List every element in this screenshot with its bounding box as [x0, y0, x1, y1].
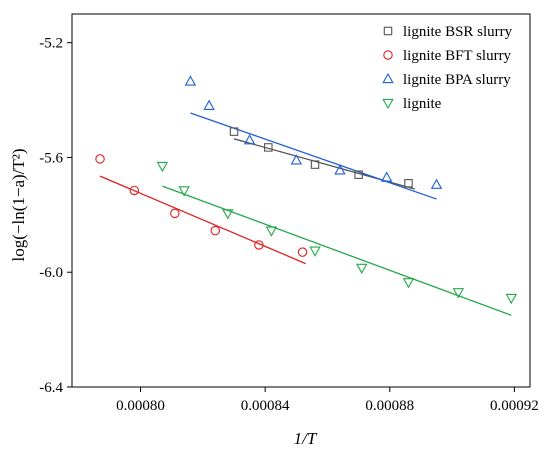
data-point [404, 179, 413, 188]
y-tick-label: -5.2 [39, 36, 63, 52]
data-point [356, 263, 368, 275]
data-point [310, 160, 320, 169]
fit-lines [99, 112, 512, 316]
legend-marker [383, 26, 393, 36]
legend-marker [382, 72, 394, 84]
data-point [203, 99, 215, 110]
x-tick-label: 0.00084 [241, 398, 290, 414]
data-point [95, 154, 105, 164]
data-point [505, 293, 518, 305]
x-tick-label: 0.00092 [490, 398, 539, 414]
legend-marker [383, 50, 393, 60]
x-tick-label: 0.00080 [116, 398, 165, 414]
data-point [184, 75, 197, 86]
data-point [402, 278, 415, 289]
legend: lignite BSR slurry lignite BFT slurry lign… [382, 24, 513, 112]
data-point [229, 127, 239, 136]
legend-entry: lignite BSR slurry [403, 24, 513, 40]
legend-marker [382, 98, 394, 110]
data-point [222, 209, 234, 220]
data-point [129, 185, 140, 196]
y-axis-label: log(−ln(1−a)/T²) [9, 148, 28, 261]
data-point [178, 186, 190, 197]
axis-ticks: 0.00080 0.00084 0.00088 0.00092 -5.2 -5.6 -6.0… [39, 36, 539, 414]
y-tick-label: -5.6 [39, 150, 63, 166]
data-point [265, 226, 278, 237]
data-point [156, 161, 169, 173]
y-tick-label: -6.4 [39, 380, 63, 396]
data-point [452, 288, 465, 299]
data-point [354, 170, 363, 179]
data-point [290, 154, 303, 165]
legend-entry: lignite [403, 96, 442, 112]
fit-line [99, 175, 306, 265]
plot-frame [71, 13, 531, 388]
y-tick-label: -6.0 [39, 265, 63, 281]
x-tick-label: 0.00088 [365, 398, 414, 414]
fit-line [190, 112, 437, 200]
data-point [243, 134, 256, 145]
legend-entry: lignite BFT slurry [403, 48, 512, 64]
data-points [95, 75, 518, 305]
data-point [254, 240, 264, 250]
data-point [264, 143, 273, 152]
x-axis-label: 1/T [294, 429, 318, 448]
data-point [210, 225, 221, 236]
data-point [430, 178, 443, 189]
legend-entry: lignite BPA slurry [403, 72, 511, 88]
data-point [170, 208, 180, 219]
fit-line [162, 185, 512, 316]
data-point [334, 164, 346, 175]
data-point [380, 171, 393, 182]
data-point [297, 247, 308, 257]
data-point [309, 246, 321, 257]
